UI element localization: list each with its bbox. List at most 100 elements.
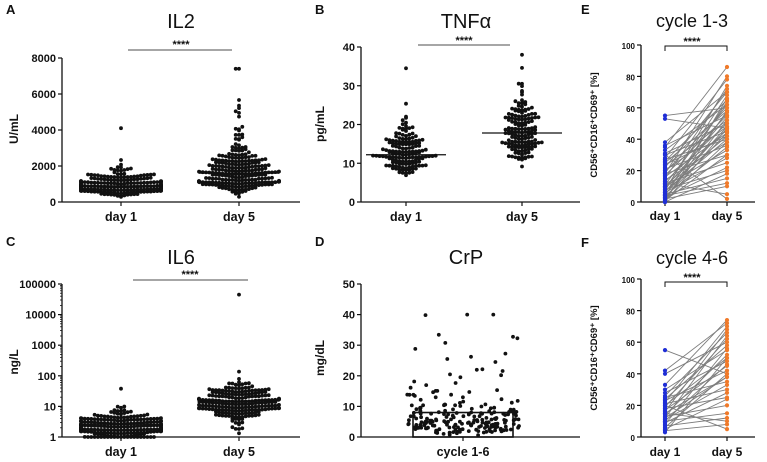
data-point-a bbox=[240, 187, 245, 192]
data-point-b bbox=[404, 134, 408, 138]
data-point-c bbox=[155, 420, 160, 424]
data-point-d bbox=[489, 411, 494, 416]
data-point-a bbox=[233, 66, 238, 71]
data-point-a bbox=[86, 187, 90, 192]
data-point-c bbox=[227, 389, 232, 393]
data-point-c bbox=[207, 403, 212, 408]
data-point-b bbox=[523, 100, 528, 104]
data-point-b bbox=[513, 136, 518, 140]
data-point-c bbox=[250, 413, 255, 418]
data-point-c bbox=[230, 395, 235, 400]
data-point-a bbox=[223, 177, 228, 182]
pair-line-e bbox=[664, 101, 728, 196]
data-point-a bbox=[132, 177, 137, 182]
data-point-c bbox=[250, 388, 255, 393]
data-point-b bbox=[394, 142, 398, 146]
data-point-c bbox=[119, 428, 123, 433]
data-point-c bbox=[223, 394, 228, 399]
data-point-c bbox=[109, 428, 113, 432]
data-point-c bbox=[227, 405, 232, 410]
data-point-a bbox=[109, 166, 113, 171]
data-point-b bbox=[516, 149, 521, 154]
y-tick-label-d: 30 bbox=[343, 340, 355, 352]
pair-line-e bbox=[664, 177, 728, 195]
data-point-c bbox=[210, 404, 215, 409]
pair-line-f bbox=[664, 326, 728, 403]
data-point-c bbox=[273, 406, 278, 411]
data-point-d bbox=[421, 403, 425, 408]
data-point-c bbox=[92, 420, 97, 425]
data-point-c bbox=[145, 435, 150, 439]
y-tick-label-b: 40 bbox=[343, 42, 355, 54]
panel-letter-a: A bbox=[6, 2, 16, 17]
data-point-c bbox=[138, 427, 143, 432]
data-point-a bbox=[227, 181, 232, 186]
data-point-c bbox=[99, 430, 104, 435]
data-point-d bbox=[442, 403, 446, 408]
data-point-b bbox=[414, 164, 418, 168]
data-point-a bbox=[260, 157, 264, 162]
data-point-b bbox=[407, 149, 412, 154]
data-point-b bbox=[387, 149, 392, 153]
data-point-c bbox=[207, 387, 212, 392]
data-point-a bbox=[132, 188, 137, 192]
data-point-a bbox=[122, 171, 127, 176]
data-point-a bbox=[233, 181, 238, 186]
data-point-d bbox=[516, 425, 520, 430]
data-point-c bbox=[112, 415, 117, 420]
data-point-c bbox=[82, 420, 87, 424]
data-point-a bbox=[109, 175, 113, 179]
data-point-d bbox=[448, 372, 452, 377]
data-point-d bbox=[491, 312, 496, 317]
data-point-b bbox=[526, 135, 531, 140]
data-point-b bbox=[400, 165, 405, 170]
data-point-d bbox=[515, 399, 520, 403]
point-day5-f bbox=[724, 327, 730, 332]
data-point-a bbox=[270, 175, 274, 180]
data-point-b bbox=[510, 126, 514, 131]
data-point-c bbox=[266, 407, 271, 411]
data-point-c bbox=[217, 388, 222, 393]
data-point-a bbox=[119, 158, 123, 162]
data-point-a bbox=[237, 178, 241, 183]
data-point-a bbox=[214, 176, 218, 181]
data-point-d bbox=[479, 404, 484, 409]
y-tick-label-f: 80 bbox=[626, 308, 635, 317]
data-point-b bbox=[536, 140, 541, 145]
data-point-a bbox=[243, 184, 248, 189]
x-tick-day5-il6: day 5 bbox=[223, 445, 255, 459]
data-point-c bbox=[152, 420, 156, 424]
data-point-a bbox=[115, 165, 120, 170]
data-point-c bbox=[230, 386, 235, 390]
data-point-a bbox=[112, 168, 117, 172]
data-point-c bbox=[243, 381, 248, 386]
data-point-b bbox=[520, 52, 524, 57]
data-point-b bbox=[417, 138, 422, 143]
data-point-d bbox=[479, 411, 483, 416]
data-point-c bbox=[233, 421, 238, 425]
significance-stars-tnfa: **** bbox=[455, 35, 473, 47]
data-point-d bbox=[469, 406, 474, 411]
data-point-a bbox=[207, 170, 212, 175]
point-day1-e bbox=[662, 199, 668, 205]
data-point-c bbox=[263, 407, 268, 412]
data-point-b bbox=[417, 149, 422, 153]
data-point-c bbox=[247, 381, 251, 386]
data-point-a bbox=[148, 175, 153, 180]
data-point-c bbox=[115, 404, 120, 409]
data-point-d bbox=[509, 400, 514, 405]
data-point-c bbox=[138, 424, 143, 428]
point-day5-f bbox=[724, 419, 730, 424]
data-point-c bbox=[119, 405, 123, 410]
data-point-b bbox=[506, 141, 511, 146]
data-point-a bbox=[227, 184, 232, 189]
data-point-d bbox=[494, 423, 498, 427]
data-point-b bbox=[397, 126, 402, 130]
data-point-c bbox=[99, 414, 104, 418]
y-tick-label-b: 0 bbox=[349, 197, 355, 209]
data-point-a bbox=[217, 167, 222, 172]
point-day5-f bbox=[724, 387, 730, 392]
data-point-a bbox=[207, 163, 212, 168]
data-point-a bbox=[145, 173, 150, 177]
data-point-a bbox=[89, 187, 94, 192]
